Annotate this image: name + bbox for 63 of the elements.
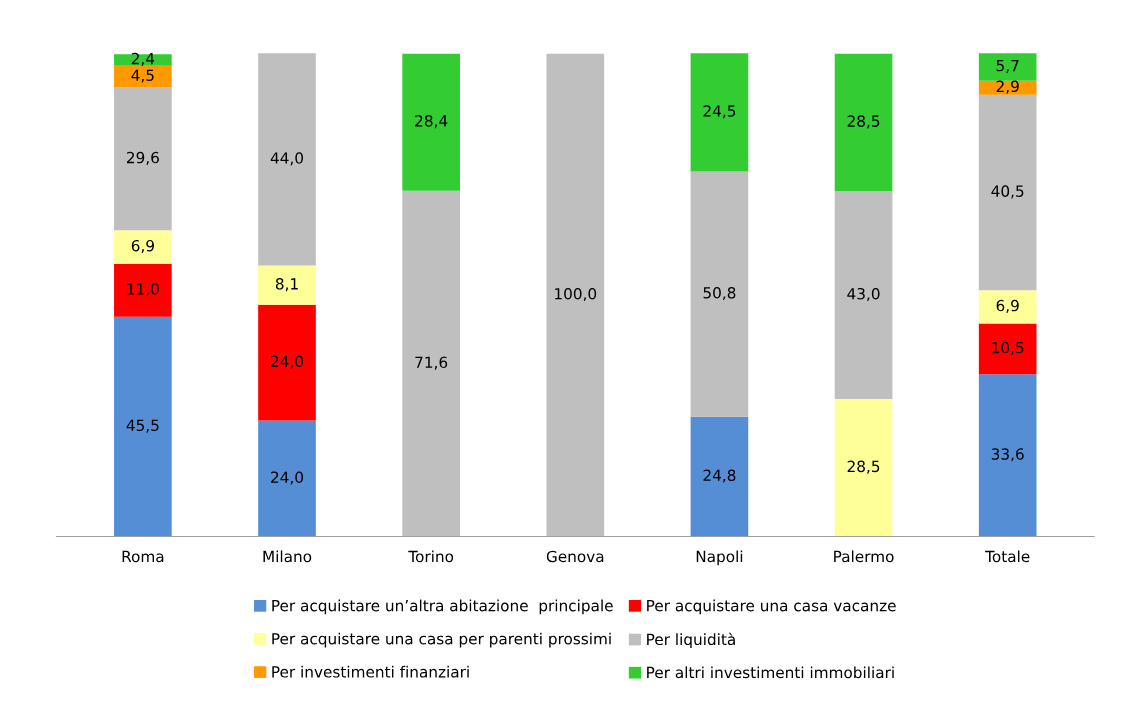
- bar: [258, 304, 316, 421]
- data-label: 5,7: [996, 60, 1019, 73]
- data-label: 29,6: [126, 151, 159, 165]
- bar: [258, 53, 316, 266]
- data-label: 6,9: [131, 239, 154, 254]
- legend-label: Per acquistare una casa vacanze: [647, 599, 896, 615]
- bar: [978, 80, 1037, 95]
- data-label: 28,4: [415, 115, 448, 129]
- bar: [114, 65, 172, 88]
- data-label: 45,5: [126, 419, 159, 433]
- bar: [834, 191, 893, 399]
- legend-label: Per altri investimenti immobiliari: [647, 666, 894, 679]
- data-label: 28,5: [847, 460, 880, 474]
- bar: [114, 54, 172, 66]
- data-label: 4,5: [131, 69, 154, 83]
- x-tick-label: Milano: [263, 550, 312, 563]
- bar: [978, 290, 1037, 324]
- x-tick-label: Napoli: [696, 550, 743, 566]
- data-label: 100,0: [555, 287, 597, 302]
- data-label: 71,6: [415, 356, 448, 370]
- x-tick-label: Genova: [546, 550, 604, 563]
- data-label: 50,8: [703, 286, 736, 301]
- bar: [978, 374, 1037, 537]
- data-label: 11,0: [127, 283, 159, 297]
- data-label: 10,5: [992, 341, 1024, 355]
- data-label: 8,1: [275, 278, 298, 292]
- bar: [834, 53, 893, 192]
- bar: [114, 230, 172, 264]
- data-label: 43,0: [847, 287, 880, 302]
- data-label: 2,4: [131, 52, 155, 66]
- bar: [114, 263, 172, 317]
- x-tick-label: Torino: [408, 550, 454, 563]
- bar: [402, 53, 460, 191]
- data-label: 28,5: [847, 115, 880, 129]
- bar: [690, 416, 749, 537]
- bar: [834, 398, 893, 537]
- bar: [258, 420, 316, 537]
- bar: [978, 323, 1037, 375]
- data-label: 24,8: [703, 469, 736, 483]
- bar: [690, 171, 749, 417]
- bar: [114, 316, 172, 537]
- legend-label: Per acquistare una casa per parenti prossimi: [272, 632, 611, 648]
- data-label: 6,9: [996, 299, 1019, 313]
- bar: [978, 53, 1037, 81]
- data-label: 44,0: [270, 152, 304, 166]
- data-label: 24,0: [271, 471, 304, 485]
- bar: [546, 53, 605, 537]
- bar: [978, 94, 1037, 291]
- data-label: 33,6: [991, 448, 1024, 462]
- bar: [402, 190, 460, 537]
- bar: [258, 265, 316, 305]
- legend-label: Per liquidità: [647, 632, 735, 649]
- data-label: 24,0: [271, 355, 304, 369]
- x-tick-label: Roma: [122, 550, 164, 563]
- bar: [690, 53, 749, 172]
- legend-label: Per acquistare un’altra abitazione principale: [272, 599, 613, 615]
- bar: [114, 87, 172, 231]
- x-tick-label: Totale: [985, 550, 1030, 563]
- x-tick-label: Palermo: [834, 550, 894, 563]
- legend-label: Per investimenti finanziari: [272, 665, 469, 678]
- data-label: 24,5: [703, 105, 736, 119]
- data-label: 40,5: [991, 185, 1024, 199]
- data-label: 2,9: [996, 80, 1019, 94]
